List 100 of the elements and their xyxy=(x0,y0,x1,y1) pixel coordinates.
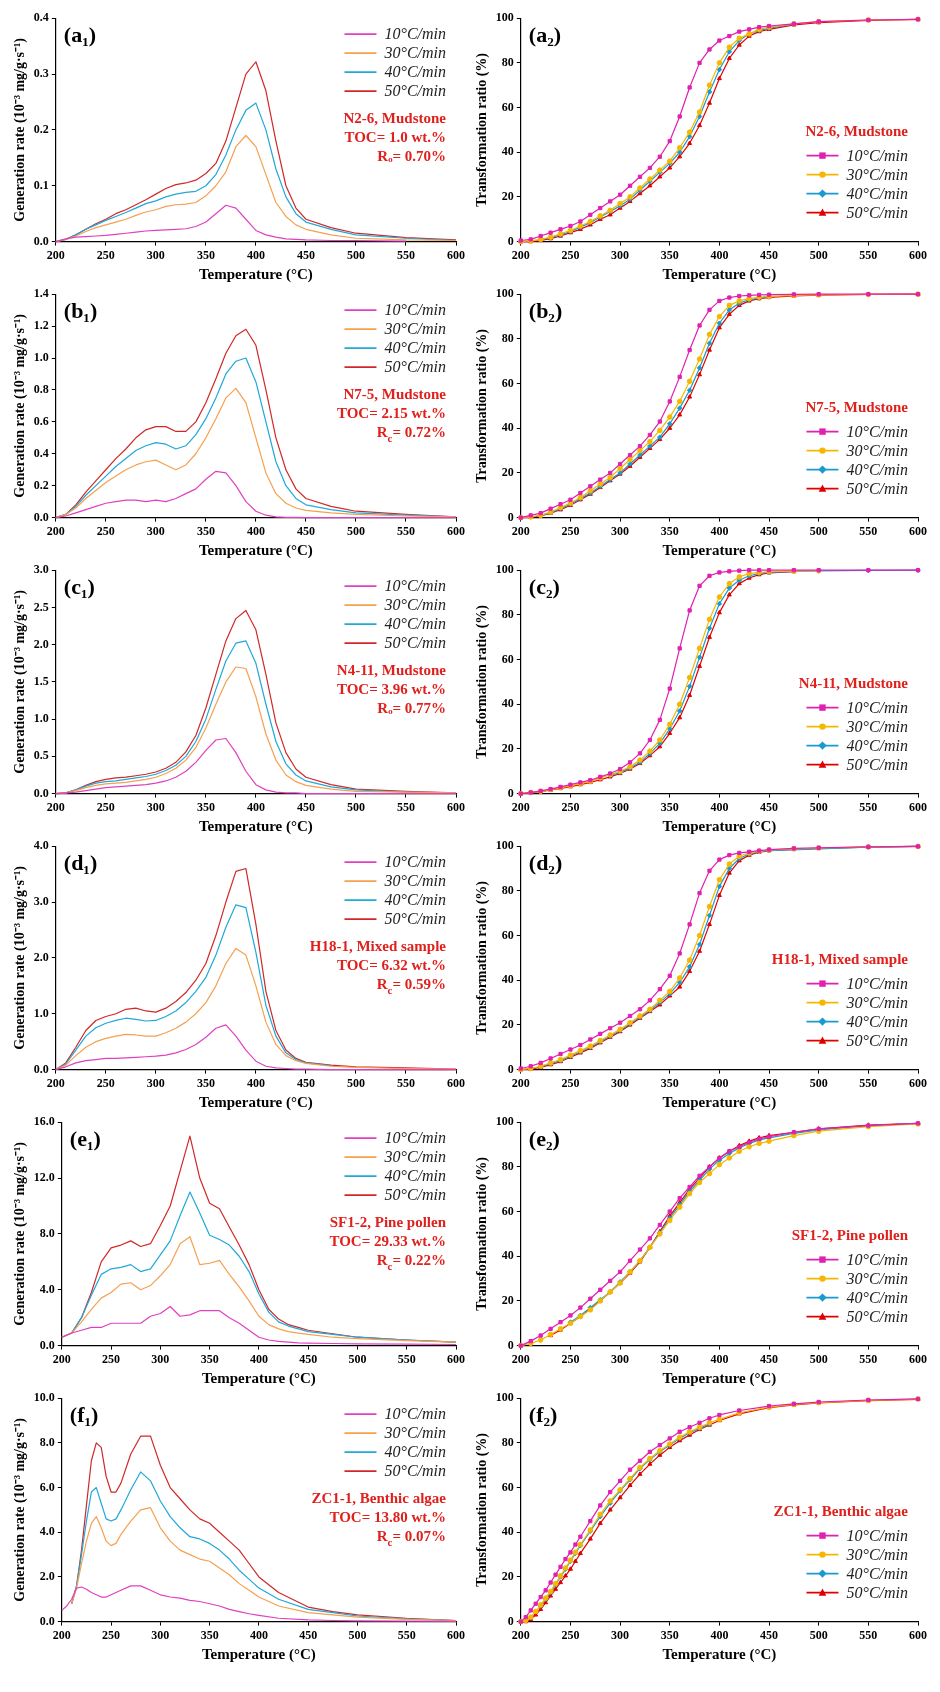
legend-label: 50°C/min xyxy=(846,755,908,773)
y-tick-label: 4.0 xyxy=(33,838,49,853)
x-tick-label: 250 xyxy=(96,523,115,538)
y-tick-label: 40 xyxy=(501,420,514,435)
y-tick-label: 3.0 xyxy=(33,562,49,577)
x-axis-title: Temperature (°C) xyxy=(201,1645,316,1663)
legend-label: 40°C/min xyxy=(846,1012,908,1030)
x-tick-label: 300 xyxy=(611,247,630,262)
annotation: H18-1, Mixed sample xyxy=(771,950,909,967)
x-tick-label: 350 xyxy=(196,1075,215,1090)
y-tick-label: 0.3 xyxy=(33,66,49,81)
y-tick-label: 1.2 xyxy=(33,318,49,333)
x-tick-label: 600 xyxy=(909,1075,927,1090)
x-tick-label: 250 xyxy=(102,1627,121,1642)
y-tick-label: 0.2 xyxy=(33,477,49,492)
legend-label: 50°C/min xyxy=(846,479,908,497)
y-tick-label: 0.8 xyxy=(33,382,49,397)
x-tick-label: 500 xyxy=(346,247,365,262)
x-axis-title: Temperature (°C) xyxy=(662,1369,777,1387)
legend-label: 10°C/min xyxy=(384,25,446,43)
chart-title: (e₁) xyxy=(69,1126,101,1152)
x-tick-label: 250 xyxy=(561,1075,580,1090)
x-tick-label: 450 xyxy=(296,523,315,538)
x-tick-label: 300 xyxy=(151,1627,170,1642)
x-tick-label: 550 xyxy=(396,799,415,814)
y-axis-title: Transformation ratio (%) xyxy=(474,328,491,483)
y-tick-label: 0.0 xyxy=(39,1337,55,1352)
x-tick-label: 550 xyxy=(859,1627,878,1642)
chart-title: (c₂) xyxy=(528,574,560,600)
chart-title: (d₂) xyxy=(528,850,563,876)
legend-label: 40°C/min xyxy=(846,460,908,478)
legend-label: 10°C/min xyxy=(846,698,908,716)
legend-label: 50°C/min xyxy=(846,1031,908,1049)
x-axis-title: Temperature (°C) xyxy=(662,265,777,283)
chart-title: (a₂) xyxy=(528,22,562,48)
legend-label: 50°C/min xyxy=(384,358,446,376)
x-tick-label: 550 xyxy=(859,1075,878,1090)
y-tick-label: 100 xyxy=(495,286,514,301)
legend-label: 50°C/min xyxy=(384,634,446,652)
x-tick-label: 350 xyxy=(660,1627,679,1642)
x-tick-label: 600 xyxy=(447,1351,465,1366)
x-tick-label: 250 xyxy=(102,1351,121,1366)
x-axis-title: Temperature (°C) xyxy=(198,541,313,559)
y-tick-label: 0 xyxy=(507,1613,514,1628)
legend-label: 10°C/min xyxy=(846,974,908,992)
y-tick-label: 0.0 xyxy=(33,233,49,248)
y-tick-label: 16.0 xyxy=(33,1114,55,1129)
annotation: N2-6, Mudstone xyxy=(343,110,447,127)
annotation: TOC= 6.32 wt.% xyxy=(336,957,446,974)
y-tick-label: 20 xyxy=(501,1017,514,1032)
x-tick-label: 400 xyxy=(249,1351,268,1366)
x-tick-label: 300 xyxy=(151,1351,170,1366)
legend-label: 10°C/min xyxy=(384,853,446,871)
chart-title: (f₂) xyxy=(528,1402,558,1428)
y-tick-label: 0.6 xyxy=(33,413,49,428)
annotation: ZC1-1, Benthic algae xyxy=(773,1502,909,1519)
y-tick-label: 1.0 xyxy=(33,350,49,365)
annotation: N2-6, Mudstone xyxy=(805,122,909,139)
x-tick-label: 550 xyxy=(859,1351,878,1366)
y-tick-label: 2.0 xyxy=(33,949,49,964)
x-tick-label: 200 xyxy=(46,1075,65,1090)
chart-title: (b₂) xyxy=(528,298,563,324)
annotation: N7-5, Mudstone xyxy=(805,398,909,415)
x-tick-label: 250 xyxy=(561,523,580,538)
x-tick-label: 250 xyxy=(96,247,115,262)
y-tick-label: 8.0 xyxy=(39,1225,55,1240)
y-axis-title: Transformation ratio (%) xyxy=(474,52,491,207)
x-tick-label: 200 xyxy=(46,799,65,814)
legend-label: 10°C/min xyxy=(846,1250,908,1268)
x-tick-label: 400 xyxy=(246,247,265,262)
y-tick-label: 1.0 xyxy=(33,1005,49,1020)
x-tick-label: 450 xyxy=(760,1351,779,1366)
y-tick-label: 0.0 xyxy=(33,509,49,524)
legend-label: 50°C/min xyxy=(384,1462,446,1480)
y-tick-label: 1.0 xyxy=(33,711,49,726)
legend-label: 30°C/min xyxy=(383,596,446,614)
legend-label: 10°C/min xyxy=(384,1405,446,1423)
annotation: N4-11, Mudstone xyxy=(798,674,909,691)
x-tick-label: 250 xyxy=(561,1351,580,1366)
y-axis-title: Generation rate (10⁻³ mg/g·s⁻¹) xyxy=(12,1141,29,1326)
x-tick-label: 600 xyxy=(447,523,465,538)
x-tick-label: 300 xyxy=(611,523,630,538)
x-tick-label: 450 xyxy=(299,1627,318,1642)
y-tick-label: 0.4 xyxy=(33,10,49,25)
x-tick-label: 500 xyxy=(809,1627,828,1642)
legend-label: 10°C/min xyxy=(384,577,446,595)
y-tick-label: 40 xyxy=(501,1524,514,1539)
legend-label: 30°C/min xyxy=(845,1545,908,1563)
legend-label: 40°C/min xyxy=(846,736,908,754)
legend-label: 40°C/min xyxy=(384,615,446,633)
y-tick-label: 4.0 xyxy=(39,1281,55,1296)
y-tick-label: 0 xyxy=(507,1061,514,1076)
x-tick-label: 400 xyxy=(710,799,729,814)
x-tick-label: 500 xyxy=(346,523,365,538)
y-axis-title: Generation rate (10⁻³ mg/g·s⁻¹) xyxy=(12,865,29,1050)
y-tick-label: 0 xyxy=(507,785,514,800)
legend-label: 50°C/min xyxy=(384,1186,446,1204)
y-tick-label: 2.5 xyxy=(33,599,49,614)
x-tick-label: 200 xyxy=(46,523,65,538)
x-tick-label: 450 xyxy=(760,523,779,538)
